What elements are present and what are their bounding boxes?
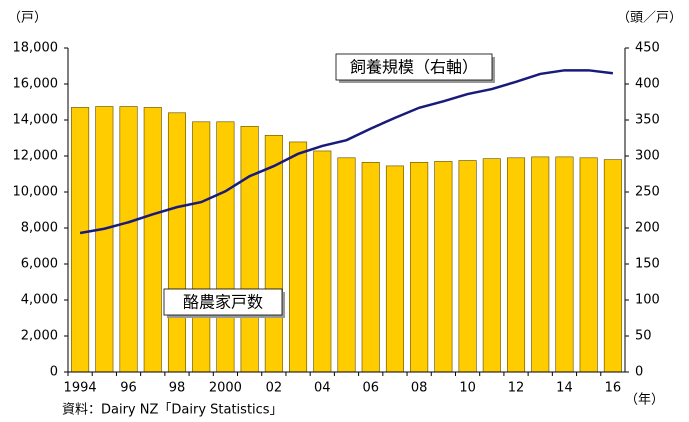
x-tick-label: 04: [314, 381, 331, 396]
y-tick-label: 10,000: [13, 185, 59, 200]
label-box: [335, 53, 493, 81]
y-tick-label: 12,000: [13, 149, 59, 164]
bar: [240, 126, 259, 373]
bar: [119, 106, 138, 373]
bar: [458, 160, 477, 373]
y-tick-label: 4,000: [21, 293, 58, 308]
bar: [531, 156, 550, 373]
bar: [410, 162, 429, 373]
x-tick-label: 02: [266, 381, 283, 396]
y2-tick-label: 350: [635, 113, 660, 128]
y2-tick-label: 50: [635, 329, 652, 344]
x-tick-label: 12: [508, 381, 525, 396]
y2-tick-label: 450: [635, 41, 660, 56]
x-tick-label: 96: [120, 381, 137, 396]
series-label: 酪農家戸数: [183, 293, 263, 312]
bar: [579, 157, 598, 373]
y2-tick-label: 300: [635, 149, 660, 164]
y-axis-label: （戸）: [8, 11, 47, 26]
bar: [95, 106, 114, 373]
bar: [434, 161, 453, 373]
bar: [555, 156, 574, 373]
bar: [313, 150, 332, 373]
x-tick-label: 2000: [209, 381, 242, 396]
y-tick-label: 18,000: [13, 41, 59, 56]
x-tick-label: 08: [411, 381, 428, 396]
y2-tick-label: 100: [635, 293, 660, 308]
bar: [603, 159, 622, 373]
y-tick-label: 8,000: [21, 221, 58, 236]
y-tick-label: 14,000: [13, 113, 59, 128]
bar: [143, 107, 162, 373]
source: 資料：Dairy NZ「Dairy Statistics」: [62, 403, 283, 418]
x-tick-label: 16: [605, 381, 622, 396]
bar: [289, 141, 308, 373]
bar: [361, 162, 380, 373]
y-tick-label: 2,000: [21, 329, 58, 344]
y-tick-label: 0: [50, 365, 58, 380]
bar: [216, 121, 235, 373]
bar: [507, 157, 526, 373]
x-tick-label: 1994: [64, 381, 97, 396]
x-axis-label: （年）: [625, 393, 664, 408]
x-tick-label: 06: [362, 381, 379, 396]
x-tick-label: 10: [459, 381, 476, 396]
line: [79, 69, 614, 235]
y2-tick-label: 400: [635, 77, 660, 92]
series-label: 飼養規模（右軸）: [350, 58, 478, 77]
bar: [482, 158, 501, 373]
y2-tick-label: 0: [635, 365, 643, 380]
y-tick-label: 6,000: [21, 257, 58, 272]
bar: [264, 135, 283, 373]
x-tick-label: 98: [169, 381, 186, 396]
label-box: [163, 288, 283, 316]
x-tick-label: 14: [556, 381, 573, 396]
bar: [337, 157, 356, 373]
y-tick-label: 16,000: [13, 77, 59, 92]
y2-tick-label: 150: [635, 257, 660, 272]
y2-axis-label: （頭／戸）: [617, 11, 682, 26]
y2-tick-label: 200: [635, 221, 660, 236]
bar: [192, 121, 211, 373]
bar: [385, 165, 404, 373]
y2-tick-label: 250: [635, 185, 660, 200]
bar: [71, 107, 90, 373]
bar: [167, 112, 186, 373]
